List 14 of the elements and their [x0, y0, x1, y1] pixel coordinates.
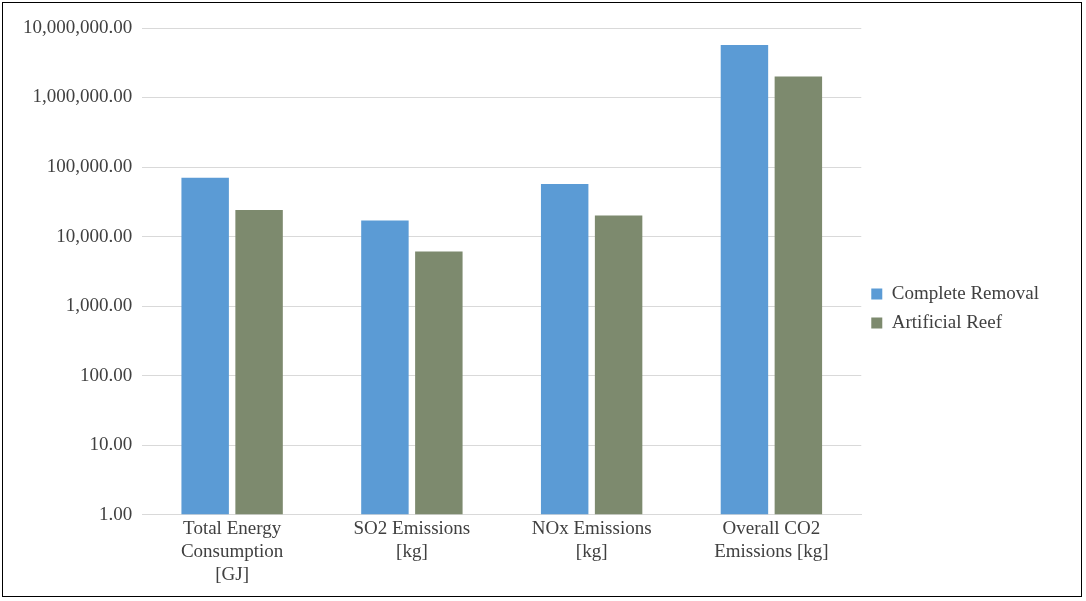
y-tick-label: 100.00 [80, 363, 133, 385]
x-tick-label: SO2 Emissions [kg] [353, 516, 471, 561]
y-tick-label: 100,000.00 [46, 155, 133, 177]
y-tick-label: 1.00 [99, 502, 133, 524]
legend-label: Artificial Reef [891, 310, 1003, 332]
y-tick-label: 10,000,000.00 [23, 15, 133, 37]
y-tick-label: 10.00 [89, 433, 133, 455]
x-tick-label: Overall CO2 Emissions [kg] [714, 516, 829, 561]
y-tick-label: 1,000,000.00 [32, 85, 133, 107]
legend-label: Complete Removal [891, 281, 1040, 303]
y-tick-label: 10,000.00 [56, 224, 133, 246]
y-tick-label: 1,000.00 [65, 294, 133, 316]
x-tick-label: Total Energy Consumption [GJ] [180, 516, 284, 584]
x-tick-label: NOx Emissions [kg] [531, 516, 652, 561]
